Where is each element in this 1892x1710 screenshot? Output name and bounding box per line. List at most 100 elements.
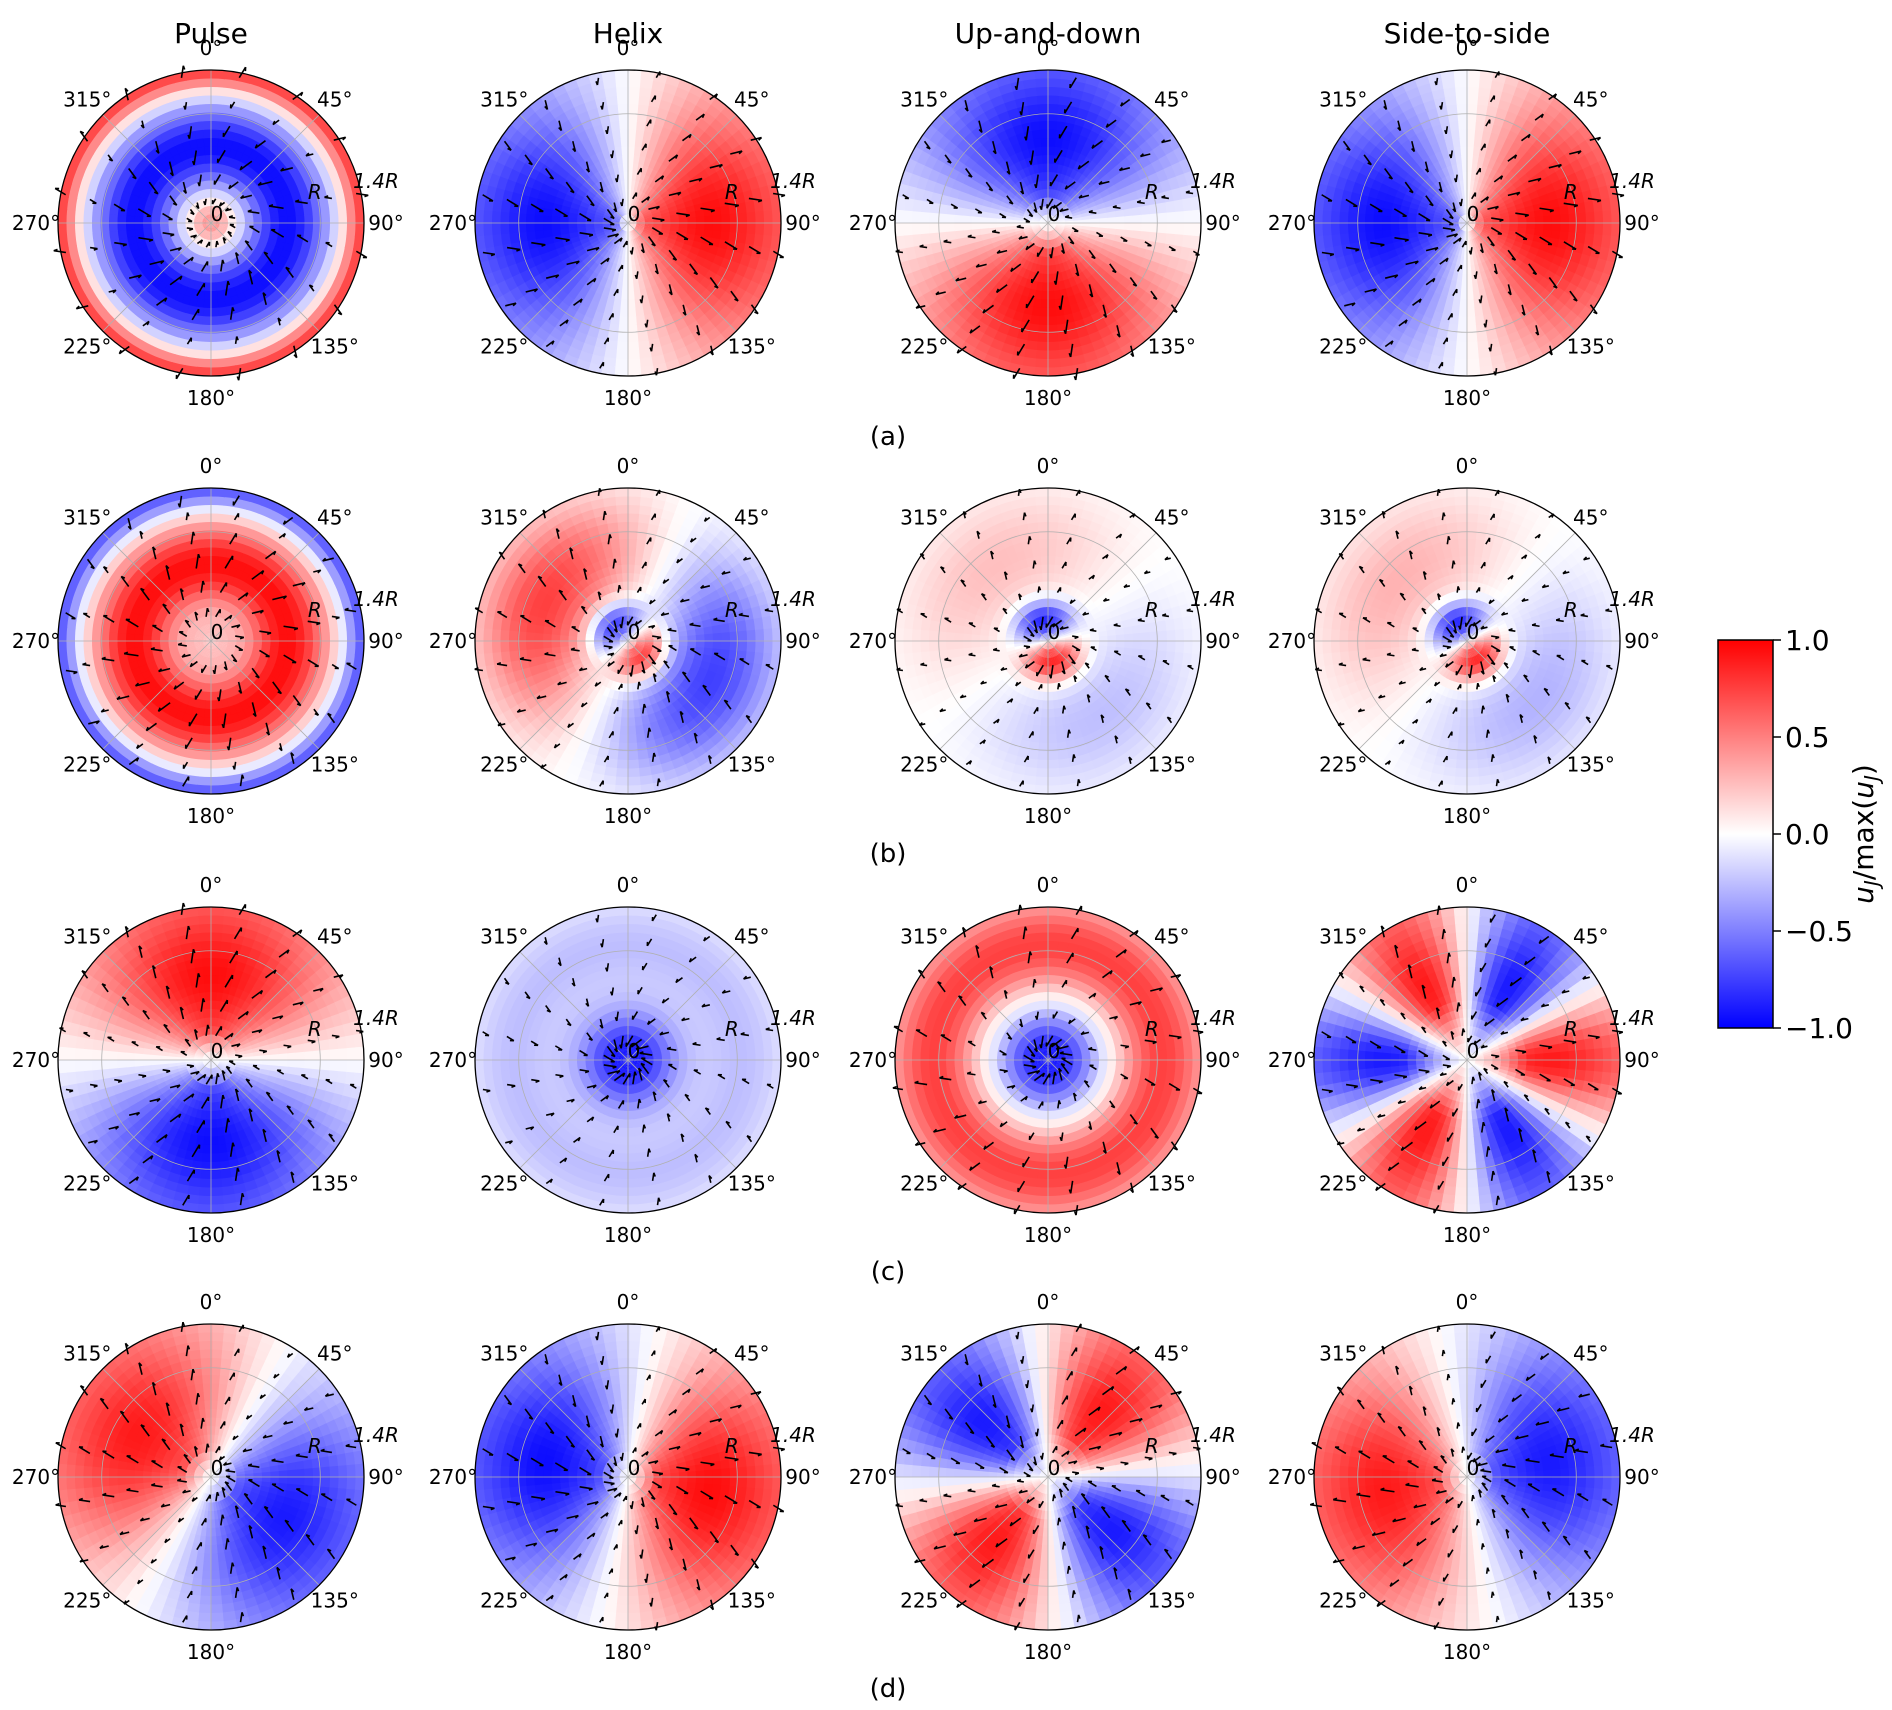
heatmap-cell xyxy=(180,168,190,179)
heatmap-cell xyxy=(247,197,259,206)
theta-tick-label: 135° xyxy=(728,335,776,359)
heatmap-cell xyxy=(119,244,132,256)
heatmap-cell xyxy=(182,200,192,209)
heatmap-cell xyxy=(144,353,162,368)
heatmap-cell xyxy=(337,223,348,237)
heatmap-cell xyxy=(86,275,101,292)
heatmap-cell xyxy=(632,207,639,217)
heatmap-cell xyxy=(144,198,156,208)
heatmap-cell xyxy=(216,180,223,191)
quiver-arrow xyxy=(244,240,253,251)
heatmap-cell xyxy=(628,223,637,229)
heatmap-cell xyxy=(225,242,234,252)
heatmap-cell xyxy=(202,120,213,130)
heatmap-cell xyxy=(635,214,645,220)
heatmap-cell xyxy=(58,221,68,237)
heatmap-cell xyxy=(628,217,637,223)
heatmap-cell xyxy=(616,208,624,217)
heatmap-cell xyxy=(195,298,205,309)
quiver-arrow xyxy=(114,241,127,246)
quiver-arrow xyxy=(162,232,175,236)
heatmap-cell xyxy=(1158,212,1168,225)
heatmap-cell xyxy=(218,215,228,221)
heatmap-cell xyxy=(628,196,631,207)
heatmap-cell xyxy=(211,162,217,173)
heatmap-cell xyxy=(224,207,234,215)
quiver-arrow xyxy=(248,270,254,285)
quiver-arrowhead xyxy=(309,284,314,288)
heatmap-cell xyxy=(231,257,241,269)
heatmap-cell xyxy=(126,235,138,246)
heatmap-cell xyxy=(185,166,195,177)
heatmap-cell xyxy=(176,216,186,221)
heatmap-cell xyxy=(149,85,166,100)
heatmap-cell xyxy=(156,244,167,254)
heatmap-cell xyxy=(152,201,164,210)
heatmap-cell xyxy=(258,236,270,245)
heatmap-cell xyxy=(204,248,209,258)
heatmap-cell xyxy=(219,120,230,132)
heatmap-cell xyxy=(182,237,192,246)
heatmap-cell xyxy=(621,205,626,216)
heatmap-cell xyxy=(1046,316,1057,326)
quiver-arrowhead xyxy=(231,307,235,312)
heatmap-cell xyxy=(1039,120,1050,130)
heatmap-cell xyxy=(109,238,121,250)
heatmap-cell xyxy=(199,208,207,217)
quiver-arrowhead xyxy=(124,87,129,92)
quiver-arrowhead xyxy=(305,152,310,157)
heatmap-cell xyxy=(228,166,238,178)
heatmap-cell xyxy=(628,214,634,223)
heatmap-cell xyxy=(614,210,623,218)
quiver-arrowhead xyxy=(227,230,232,235)
grid-spoke xyxy=(210,114,320,224)
heatmap-cell xyxy=(195,163,203,174)
heatmap-cell xyxy=(219,224,229,228)
heatmap-cell xyxy=(919,221,930,235)
heatmap-cell xyxy=(202,171,208,182)
heatmap-cell xyxy=(193,219,203,223)
heatmap-cell xyxy=(610,221,620,223)
heatmap-cell xyxy=(217,246,223,257)
heatmap-cell xyxy=(233,354,249,367)
heatmap-cell xyxy=(628,223,630,233)
quiver-arrowhead xyxy=(199,239,204,244)
heatmap-cell xyxy=(632,208,640,217)
heatmap-cell xyxy=(225,209,235,216)
heatmap-cell xyxy=(154,239,165,249)
heatmap-cell xyxy=(78,279,94,296)
heatmap-cell xyxy=(127,242,140,253)
quiver-arrowhead xyxy=(122,243,127,247)
heatmap-cell xyxy=(616,94,630,105)
heatmap-cell xyxy=(236,264,246,276)
heatmap-cell xyxy=(206,214,211,223)
heatmap-cell xyxy=(232,168,242,180)
heatmap-cell xyxy=(1183,210,1194,225)
heatmap-cell xyxy=(626,350,640,360)
heatmap-cell xyxy=(188,95,202,106)
heatmap-cell xyxy=(341,158,357,176)
quiver-arrow xyxy=(200,261,209,272)
heatmap-cell xyxy=(619,206,625,216)
heatmap-cell xyxy=(213,230,218,241)
heatmap-cell xyxy=(186,240,195,250)
quiver-arrow xyxy=(228,181,239,190)
heatmap-cell xyxy=(133,228,145,237)
radial-tick-label: 0 xyxy=(1048,202,1061,226)
heatmap-cell xyxy=(634,212,644,219)
quiver-arrow xyxy=(188,126,193,139)
quiver-arrow xyxy=(222,125,231,138)
heatmap-cell xyxy=(236,216,246,222)
heatmap-cell xyxy=(211,219,221,223)
heatmap-cell xyxy=(631,230,637,240)
quiver-arrow xyxy=(175,367,184,380)
heatmap-cell xyxy=(204,145,212,156)
heatmap-cell xyxy=(222,365,238,376)
heatmap-cell xyxy=(1046,333,1059,343)
heatmap-cell xyxy=(254,244,266,254)
heatmap-cell xyxy=(226,156,236,168)
heatmap-cell xyxy=(1036,94,1050,105)
heatmap-cell xyxy=(209,358,224,369)
heatmap-cell xyxy=(334,161,349,178)
heatmap-cell xyxy=(635,215,645,221)
